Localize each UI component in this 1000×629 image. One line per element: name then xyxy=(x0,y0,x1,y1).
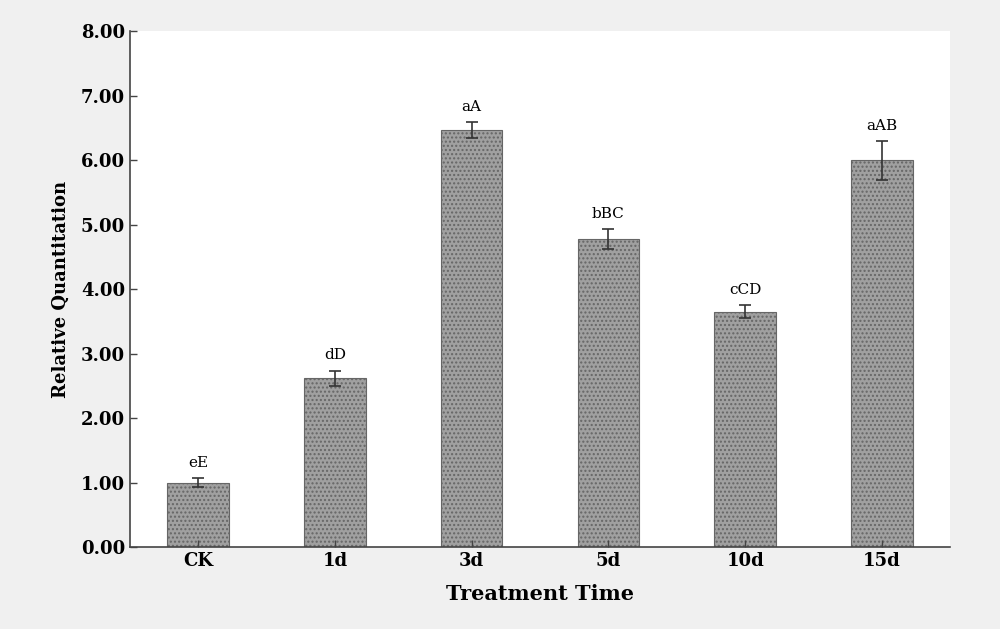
Bar xyxy=(851,160,913,547)
Bar xyxy=(167,483,229,547)
Y-axis label: Relative Quantitation: Relative Quantitation xyxy=(52,181,70,398)
Text: cCD: cCD xyxy=(729,283,761,297)
Text: dD: dD xyxy=(324,348,346,362)
Bar xyxy=(441,130,502,547)
Text: eE: eE xyxy=(188,456,208,470)
Bar xyxy=(714,312,776,547)
X-axis label: Treatment Time: Treatment Time xyxy=(446,584,634,604)
Bar xyxy=(304,378,366,547)
Bar xyxy=(578,239,639,547)
Text: bBC: bBC xyxy=(592,207,625,221)
Text: aA: aA xyxy=(462,100,482,114)
Text: aAB: aAB xyxy=(866,119,898,133)
